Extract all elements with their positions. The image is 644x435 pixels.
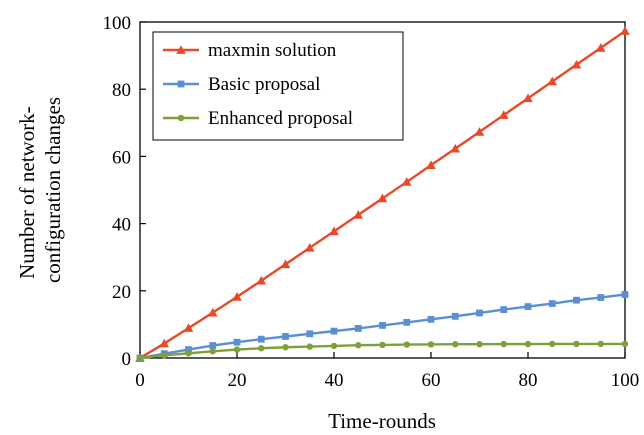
series-layer <box>135 26 630 362</box>
data-point <box>547 76 558 86</box>
data-point <box>401 177 412 186</box>
data-point <box>573 296 580 304</box>
data-point <box>621 340 629 348</box>
data-point <box>597 340 604 348</box>
legend-item: maxmin solution <box>163 40 337 61</box>
data-point <box>452 341 459 348</box>
legend-marker <box>177 114 185 122</box>
x-axis-label: Time-rounds <box>328 409 436 433</box>
data-point <box>282 333 289 340</box>
data-point <box>306 330 314 338</box>
data-point <box>500 340 507 348</box>
data-point <box>548 300 556 307</box>
data-point <box>159 338 170 348</box>
legend: maxmin solution Basic proposal Enhanced pr… <box>152 31 404 141</box>
data-point <box>524 303 532 310</box>
y-axis-label-line-1: Number of network- <box>15 106 39 279</box>
data-point <box>426 160 436 169</box>
data-point <box>282 344 289 351</box>
data-point <box>161 352 168 359</box>
y-tick-label: 100 <box>103 13 132 34</box>
data-point <box>451 312 459 320</box>
x-tick-label: 80 <box>519 370 538 391</box>
data-point <box>379 322 386 329</box>
y-tick-label: 80 <box>112 80 131 101</box>
data-point <box>549 340 556 348</box>
data-point <box>256 275 267 285</box>
data-point <box>233 346 241 353</box>
y-axis-label-line-2: configuration changes <box>41 97 65 283</box>
data-point <box>571 59 582 69</box>
data-point <box>476 341 483 348</box>
data-point <box>474 127 485 136</box>
series-basic-proposal <box>136 291 629 362</box>
data-point <box>330 342 338 350</box>
y-tick-label: 40 <box>112 215 131 236</box>
data-point <box>620 26 630 35</box>
data-point <box>498 110 509 119</box>
data-point <box>257 335 265 343</box>
data-point <box>232 292 242 301</box>
legend-label: Enhanced proposal <box>208 108 353 129</box>
y-axis-ticks: 0 20 40 60 80 100 <box>103 13 146 370</box>
x-tick-label: 100 <box>611 370 640 391</box>
y-axis-label: Number of network- configuration changes <box>15 97 65 283</box>
legend-item: Basic proposal <box>163 74 320 95</box>
data-point <box>207 307 218 317</box>
plot-area <box>139 21 626 359</box>
series-enhanced-proposal <box>136 340 629 362</box>
data-point <box>354 325 362 332</box>
legend-marker <box>176 45 186 54</box>
data-point <box>185 350 192 357</box>
data-point <box>427 315 435 323</box>
legend-label: Basic proposal <box>208 74 320 95</box>
data-point <box>500 306 508 314</box>
data-point <box>595 43 606 52</box>
data-point <box>427 341 435 348</box>
data-point <box>353 210 364 219</box>
data-point <box>280 259 291 269</box>
data-point <box>304 242 315 252</box>
data-point <box>450 143 461 153</box>
data-point <box>597 294 605 301</box>
data-point <box>330 327 338 335</box>
data-point <box>355 342 362 349</box>
data-point <box>233 338 241 346</box>
data-point <box>209 342 217 349</box>
data-point <box>185 346 192 353</box>
x-tick-label: 20 <box>228 370 247 391</box>
data-point <box>573 340 580 348</box>
data-point <box>523 93 533 103</box>
y-tick-label: 20 <box>112 282 131 303</box>
y-tick-label: 60 <box>112 147 131 168</box>
x-tick-label: 0 <box>135 370 145 391</box>
series-maxmin-solution <box>135 26 630 362</box>
legend-item: Enhanced proposal <box>163 108 353 129</box>
x-axis-ticks: 0 20 40 60 80 100 <box>135 352 639 391</box>
data-point <box>329 226 339 236</box>
data-point <box>306 343 313 350</box>
plot-frame <box>139 21 626 359</box>
data-point <box>379 341 386 349</box>
y-tick-label: 0 <box>122 349 132 370</box>
legend-marker <box>177 80 185 88</box>
data-point <box>476 309 483 317</box>
data-point <box>209 348 216 355</box>
data-point <box>377 193 388 203</box>
data-point <box>136 354 144 362</box>
x-tick-label: 60 <box>422 370 441 391</box>
data-point <box>524 340 532 348</box>
data-point <box>183 323 194 332</box>
data-point <box>258 345 265 352</box>
x-tick-label: 40 <box>325 370 344 391</box>
data-point <box>403 341 410 348</box>
legend-label: maxmin solution <box>208 40 337 61</box>
data-point <box>403 318 411 326</box>
data-point <box>621 291 629 298</box>
